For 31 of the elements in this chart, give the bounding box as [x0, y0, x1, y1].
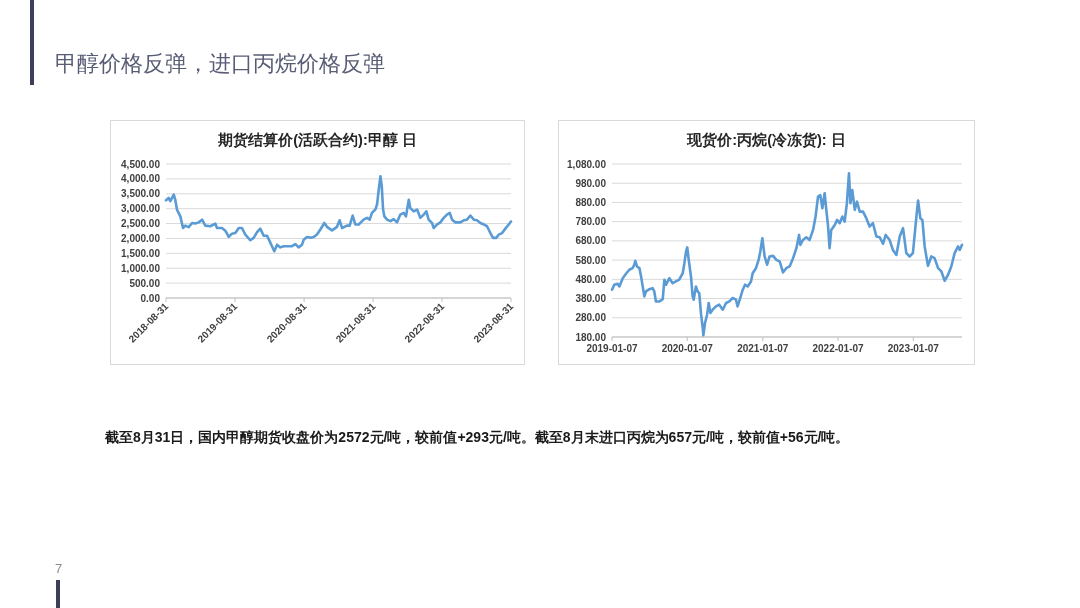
y-tick-label: 580.00 — [575, 254, 607, 266]
x-tick-label: 2022-01-07 — [812, 343, 865, 354]
y-tick-label: 3,000.00 — [121, 203, 161, 215]
y-tick-label: 380.00 — [575, 293, 607, 305]
y-tick-label: 980.00 — [575, 177, 607, 189]
y-tick-label: 280.00 — [575, 312, 607, 324]
y-tick-label: 880.00 — [575, 196, 607, 208]
x-tick-label: 2020-01-07 — [661, 343, 714, 354]
text: 7 — [55, 561, 63, 576]
chart-title: 期货结算价(活跃合约):甲醇 日 — [217, 132, 417, 148]
y-tick-label: 1,000.00 — [121, 262, 161, 274]
text: 甲醇价格反弹，进口丙烷价格反弹 — [55, 51, 385, 76]
y-tick-label: 1,500.00 — [121, 247, 161, 259]
y-tick-label: 780.00 — [575, 216, 607, 228]
x-tick-label: 2023-01-07 — [887, 343, 940, 354]
text: 截至8月31日，国内甲醇期货收盘价为2572元/吨，较前值+293元/吨。截至8月末进口丙烷为657元/吨，较前值+56元/吨。 — [104, 429, 850, 445]
line-series — [164, 174, 513, 253]
y-tick-label: 1,080.00 — [567, 158, 607, 170]
y-tick-label: 4,000.00 — [121, 173, 161, 185]
y-tick-label: 2,500.00 — [121, 218, 161, 230]
x-tick-label: 2019-01-07 — [586, 343, 639, 354]
y-tick-label: 180.00 — [575, 331, 607, 343]
y-tick-label: 4,500.00 — [121, 158, 161, 170]
chart-title: 现货价:丙烷(冷冻货): 日 — [686, 132, 846, 148]
y-tick-label: 680.00 — [575, 235, 607, 247]
y-tick-label: 0.00 — [140, 292, 161, 304]
y-tick-label: 3,500.00 — [121, 188, 161, 200]
y-tick-label: 500.00 — [129, 277, 161, 289]
y-tick-label: 480.00 — [575, 273, 607, 285]
x-tick-label: 2021-01-07 — [737, 343, 789, 354]
y-tick-label: 2,000.00 — [121, 232, 161, 244]
